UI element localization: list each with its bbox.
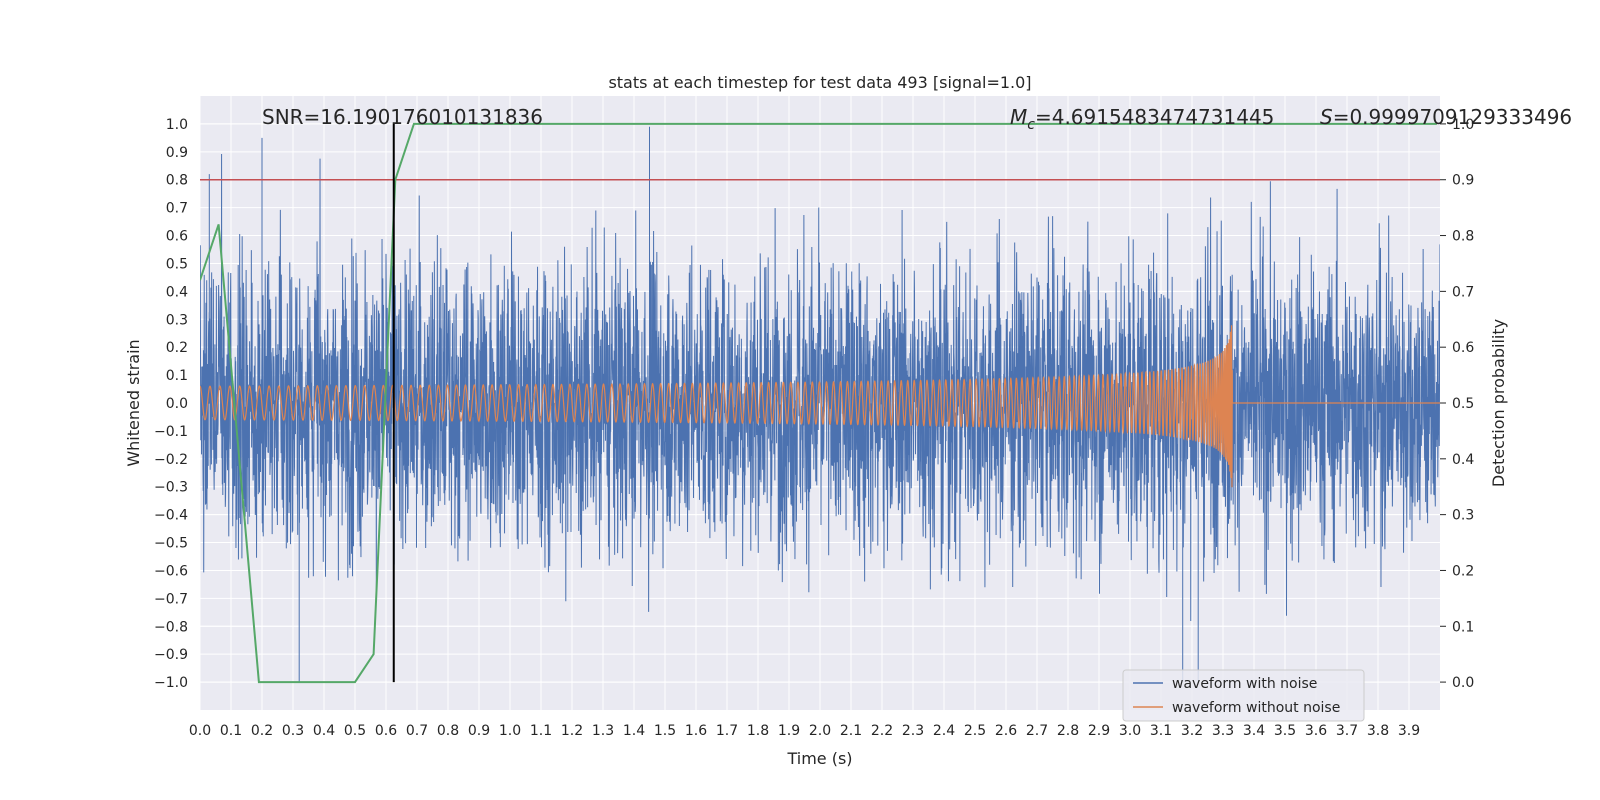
- chirp-mass-subscript: c: [1027, 117, 1035, 133]
- x-tick-label: 3.7: [1336, 723, 1358, 739]
- y2-tick-label: 0.9: [1452, 173, 1474, 189]
- x-tick-label: 1.3: [592, 723, 614, 739]
- y-tick-label: 0.4: [166, 284, 188, 300]
- y-tick-label: 0.9: [166, 145, 188, 161]
- y-tick-label: 0.0: [166, 396, 188, 412]
- y-tick-label: −0.6: [154, 563, 188, 579]
- y2-tick-label: 0.4: [1452, 452, 1474, 468]
- snr-annotation: SNR=16.190176010131836: [262, 105, 543, 129]
- y2-tick-label: 0.5: [1452, 396, 1474, 412]
- x-tick-label: 2.4: [933, 723, 955, 739]
- y2-tick-label: 0.6: [1452, 340, 1474, 356]
- chart-title: stats at each timestep for test data 493…: [608, 73, 1031, 92]
- x-tick-label: 2.2: [871, 723, 893, 739]
- x-tick-label: 0.6: [375, 723, 397, 739]
- x-tick-label: 1.0: [499, 723, 521, 739]
- x-tick-label: 3.8: [1367, 723, 1389, 739]
- y2-tick-label: 0.1: [1452, 619, 1474, 635]
- y2-tick-label: 0.7: [1452, 284, 1474, 300]
- y-tick-label: 0.7: [166, 201, 188, 217]
- y-tick-label: −0.4: [154, 508, 188, 524]
- y-tick-label: 0.5: [166, 256, 188, 272]
- score-symbol: S: [1320, 105, 1333, 129]
- legend-label-waveform-without-noise: waveform without noise: [1172, 700, 1340, 716]
- x-tick-label: 3.1: [1150, 723, 1172, 739]
- x-tick-label: 1.2: [561, 723, 583, 739]
- x-tick-label: 0.7: [406, 723, 428, 739]
- x-tick-label: 0.3: [282, 723, 304, 739]
- y-axis-label: Whitened strain: [124, 339, 143, 466]
- x-axis-label: Time (s): [786, 749, 852, 768]
- x-axis-ticks: 0.0 0.1 0.2 0.3 0.4 0.5 0.6 0.7 0.8 0.9 1.0 1.1 1.2 1…: [189, 723, 1420, 739]
- y-tick-label: 0.3: [166, 312, 188, 328]
- x-tick-label: 1.9: [778, 723, 800, 739]
- x-tick-label: 2.6: [995, 723, 1017, 739]
- y2-tick-label: 0.3: [1452, 508, 1474, 524]
- y-tick-label: 1.0: [166, 117, 188, 133]
- y-tick-label: 0.8: [166, 173, 188, 189]
- right-y-axis-ticks: 0.0 0.1 0.2 0.3 0.4 0.5 0.6 0.7 0.8 0.9 1.0: [1440, 117, 1474, 691]
- y-tick-label: −0.5: [154, 536, 188, 552]
- x-tick-label: 0.9: [468, 723, 490, 739]
- x-tick-label: 1.6: [685, 723, 707, 739]
- x-tick-label: 2.1: [840, 723, 862, 739]
- y-tick-label: −0.2: [154, 452, 188, 468]
- x-tick-label: 3.9: [1398, 723, 1420, 739]
- x-tick-label: 0.4: [313, 723, 335, 739]
- y-tick-label: −0.7: [154, 591, 188, 607]
- x-tick-label: 3.0: [1119, 723, 1141, 739]
- series-waveform-without-noise-line: [200, 325, 1440, 488]
- x-tick-label: 0.5: [344, 723, 366, 739]
- y2-tick-label: 0.8: [1452, 229, 1474, 245]
- legend: waveform with noise waveform without noi…: [1122, 669, 1365, 722]
- x-tick-label: 3.6: [1305, 723, 1327, 739]
- x-tick-label: 2.3: [902, 723, 924, 739]
- chirp-mass-symbol: M: [1010, 105, 1027, 129]
- y-tick-label: 0.1: [166, 368, 188, 384]
- score-annotation: S=0.9999709129333496: [1320, 105, 1572, 129]
- x-tick-label: 0.8: [437, 723, 459, 739]
- x-tick-label: 2.5: [964, 723, 986, 739]
- x-tick-label: 3.2: [1181, 723, 1203, 739]
- y-tick-label: 0.2: [166, 340, 188, 356]
- x-tick-label: 1.4: [623, 723, 645, 739]
- x-tick-label: 0.0: [189, 723, 211, 739]
- y2-axis-label: Detection probability: [1489, 319, 1508, 487]
- y-tick-label: −0.3: [154, 480, 188, 496]
- x-tick-label: 1.5: [654, 723, 676, 739]
- left-y-axis-ticks: −1.0 −0.9 −0.8 −0.7 −0.6 −0.5 −0.4 −0.3 −0.2 −0.1…: [154, 117, 188, 691]
- chirp-mass-value: =4.6915483474731445: [1035, 105, 1274, 129]
- x-tick-label: 1.7: [716, 723, 738, 739]
- y-tick-label: 0.6: [166, 229, 188, 245]
- x-tick-label: 2.0: [809, 723, 831, 739]
- x-tick-label: 3.5: [1274, 723, 1296, 739]
- series-detection-probability-line: [200, 122, 1437, 684]
- x-tick-label: 0.1: [220, 723, 242, 739]
- y-tick-label: −0.1: [154, 424, 188, 440]
- x-tick-label: 2.9: [1088, 723, 1110, 739]
- y2-tick-label: 1.0: [1452, 117, 1474, 133]
- y2-tick-label: 0.0: [1452, 675, 1474, 691]
- x-tick-label: 2.8: [1057, 723, 1079, 739]
- x-tick-label: 3.4: [1243, 723, 1265, 739]
- x-tick-label: 3.3: [1212, 723, 1234, 739]
- score-value: =0.9999709129333496: [1333, 105, 1572, 129]
- x-tick-label: 1.8: [747, 723, 769, 739]
- chirp-mass-annotation: Mc=4.6915483474731445: [1010, 105, 1274, 133]
- y2-tick-label: 0.2: [1452, 563, 1474, 579]
- legend-label-waveform-with-noise: waveform with noise: [1172, 676, 1317, 692]
- y-tick-label: −0.8: [154, 619, 188, 635]
- series-waveform-with-noise-line: [200, 126, 1440, 683]
- x-tick-label: 1.1: [530, 723, 552, 739]
- y-tick-label: −1.0: [154, 675, 188, 691]
- y-tick-label: −0.9: [154, 647, 188, 663]
- x-tick-label: 2.7: [1026, 723, 1048, 739]
- legend-box: [1122, 669, 1365, 722]
- x-tick-label: 0.2: [251, 723, 273, 739]
